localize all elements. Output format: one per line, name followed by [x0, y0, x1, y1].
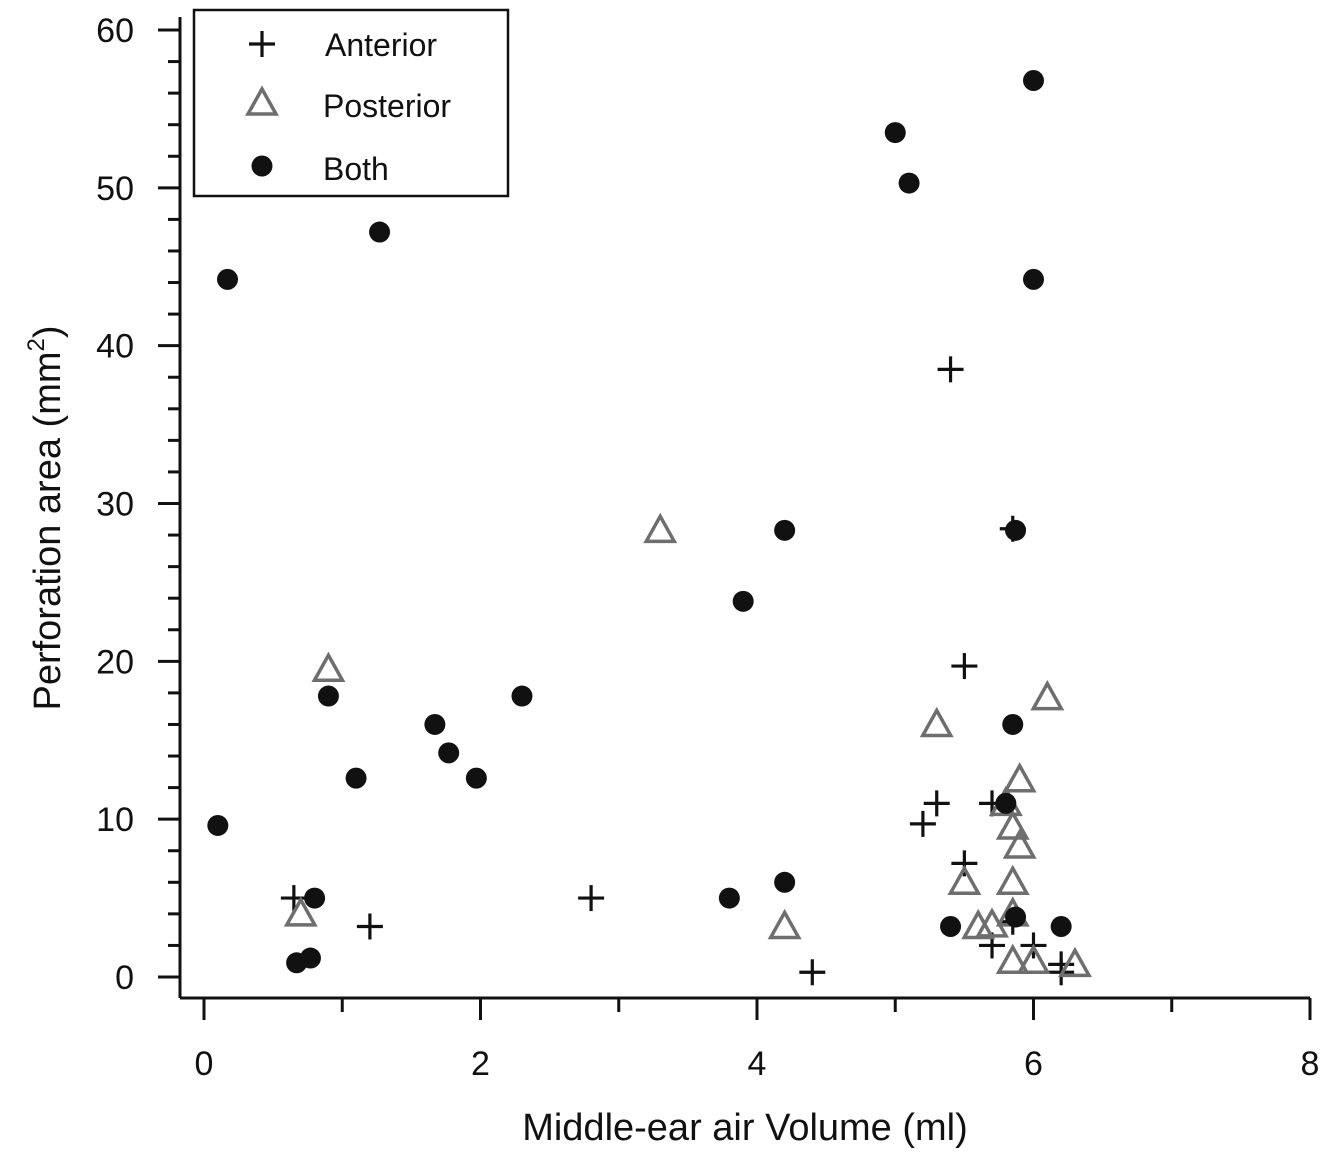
y-tick-label: 50 [96, 170, 134, 208]
y-tick-label: 40 [96, 328, 134, 366]
y-tick-label: 0 [115, 959, 134, 997]
data-point-both [369, 221, 391, 243]
series-anterior [280, 356, 1075, 986]
data-point-posterior [767, 908, 802, 940]
axes [178, 17, 1310, 1000]
legend-label-both: Both [323, 151, 389, 187]
data-point-posterior [1030, 680, 1065, 711]
data-point-both [511, 685, 533, 707]
legend-box [192, 8, 510, 198]
data-point-both [1023, 70, 1044, 92]
data-point-both [774, 519, 796, 541]
x-tick-label: 0 [195, 1045, 214, 1083]
data-point-posterior [311, 651, 346, 682]
data-point-anterior [280, 885, 307, 912]
data-point-anterior [799, 959, 826, 986]
data-point-posterior [1016, 943, 1051, 974]
data-point-both [718, 887, 740, 909]
data-point-anterior [951, 653, 978, 680]
x-axis-title: Middle-ear air Volume (ml) [522, 1107, 968, 1149]
x-tick-label: 2 [471, 1045, 490, 1083]
legend: Anterior Posterior Both [192, 8, 510, 198]
data-point-both [317, 685, 339, 707]
data-point-both [1002, 713, 1024, 735]
data-point-both [299, 947, 321, 969]
data-point-anterior [937, 356, 964, 383]
series-both [207, 70, 1072, 974]
data-point-anterior [923, 790, 950, 817]
data-point-both [1005, 519, 1027, 541]
series-posterior [283, 512, 1092, 978]
data-point-posterior [1057, 946, 1092, 978]
data-point-both [774, 871, 796, 893]
tick-marks [158, 28, 1312, 1020]
legend-label-posterior: Posterior [323, 88, 451, 124]
data-point-both [304, 887, 326, 909]
data-point-anterior [951, 850, 978, 877]
data-point-posterior [1002, 828, 1037, 859]
data-point-both [207, 814, 229, 836]
data-point-posterior [995, 864, 1030, 896]
y-axis-title-close: ) [27, 325, 69, 338]
data-point-posterior [947, 864, 982, 896]
data-point-both [884, 122, 906, 144]
legend-marker-posterior [245, 85, 279, 116]
data-point-posterior [643, 512, 678, 544]
y-axis-title: Perforation area (mm2) [23, 325, 69, 710]
y-tick-label: 60 [96, 12, 134, 50]
legend-markers [245, 31, 279, 177]
data-point-both [995, 792, 1017, 814]
data-point-posterior [919, 706, 954, 738]
data-point-anterior [578, 885, 605, 912]
data-point-both [732, 590, 754, 612]
x-tick-label: 4 [748, 1045, 767, 1083]
data-point-anterior [356, 913, 383, 940]
data-point-both [940, 915, 962, 937]
x-tick-label: 8 [1301, 1045, 1320, 1083]
y-tick-label: 30 [96, 486, 134, 524]
y-axis-title-superscript: 2 [23, 338, 50, 351]
data-point-both [438, 742, 460, 764]
y-tick-label: 20 [96, 643, 134, 681]
data-point-both [898, 172, 920, 194]
legend-label-anterior: Anterior [325, 27, 437, 63]
data-point-both [1050, 915, 1072, 937]
data-point-both [345, 767, 367, 789]
data-point-both [424, 713, 446, 735]
data-point-both [1023, 268, 1044, 290]
data-points [207, 70, 1092, 986]
legend-marker-both [251, 155, 273, 177]
legend-marker-anterior [249, 31, 275, 57]
data-point-both [465, 767, 487, 789]
data-point-posterior [995, 809, 1030, 840]
data-point-posterior [995, 943, 1030, 974]
data-point-posterior [283, 896, 318, 927]
y-axis-title-main: Perforation area (mm [27, 352, 69, 711]
data-point-both [1005, 906, 1027, 928]
tick-labels: 0 2 4 6 8 0 10 20 30 40 50 60 [96, 12, 1319, 1083]
y-tick-label: 10 [96, 801, 134, 839]
data-point-posterior [1002, 762, 1037, 793]
x-tick-label: 6 [1024, 1045, 1043, 1083]
data-point-anterior [909, 810, 936, 837]
data-point-both [217, 268, 239, 290]
